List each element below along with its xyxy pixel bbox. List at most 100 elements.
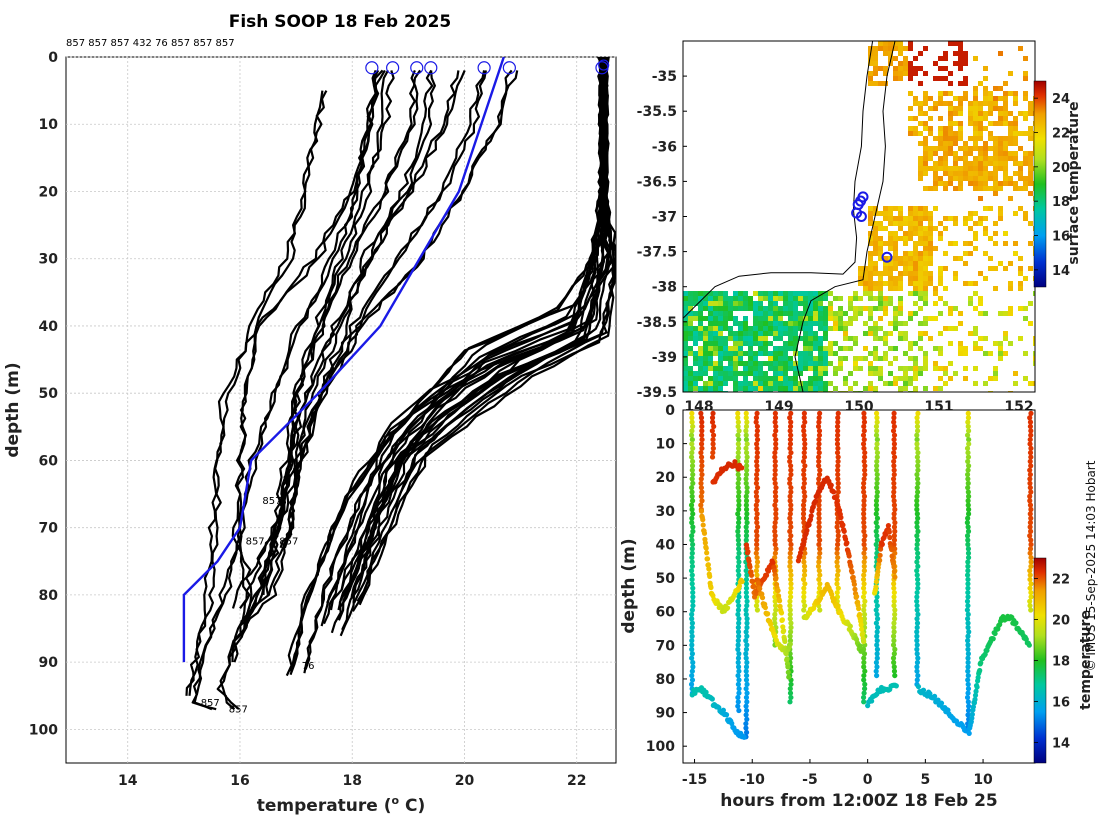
sst-pixel — [908, 71, 913, 76]
section-point — [736, 515, 742, 521]
sst-pixel — [713, 316, 718, 321]
sst-pixel — [883, 311, 888, 316]
section-point — [744, 633, 750, 639]
sst-pixel — [683, 316, 688, 321]
section-point — [787, 629, 794, 635]
section-point — [699, 471, 705, 478]
sst-pixel — [843, 381, 848, 386]
sst-pixel — [893, 381, 898, 386]
sst-pixel — [903, 231, 908, 236]
section-point — [831, 596, 837, 602]
sst-pixel — [808, 331, 813, 336]
section-point — [915, 611, 921, 618]
sst-pixel — [813, 371, 818, 376]
section-point — [723, 712, 730, 718]
sst-pixel — [683, 356, 688, 361]
sst-pixel — [733, 301, 738, 306]
section-point — [736, 603, 742, 609]
section-point — [891, 616, 898, 622]
sst-pixel — [748, 336, 753, 341]
surface-marker — [386, 61, 400, 75]
section-point — [965, 668, 971, 674]
sst-pixel — [933, 186, 938, 191]
sst-pixel — [823, 381, 828, 386]
section-point — [699, 463, 705, 469]
section-point — [915, 585, 921, 591]
sst-pixel — [818, 346, 823, 351]
section-point — [735, 533, 741, 539]
sst-pixel — [948, 141, 953, 146]
sst-pixel — [768, 291, 773, 296]
sst-pixel — [933, 136, 938, 141]
section-point — [874, 493, 880, 500]
sst-pixel — [793, 376, 798, 381]
sst-pixel — [898, 301, 903, 306]
sst-pixel — [753, 361, 758, 366]
sst-pixel — [943, 101, 948, 106]
section-point — [846, 553, 852, 559]
section-point — [703, 545, 709, 551]
section-point — [698, 493, 704, 500]
sst-pixel — [753, 291, 758, 296]
sst-pixel — [778, 336, 783, 341]
sst-pixel — [898, 311, 903, 316]
sst-pixel — [993, 106, 998, 111]
sst-pixel — [928, 151, 933, 156]
section-point — [736, 550, 742, 556]
section-point — [873, 584, 879, 590]
sst-pixel — [873, 241, 878, 246]
sst-pixel — [708, 301, 713, 306]
section-point — [914, 598, 920, 604]
sst-pixel — [1023, 151, 1028, 156]
sst-pixel — [1008, 311, 1013, 316]
section-point — [690, 664, 696, 670]
section-point — [689, 467, 695, 473]
section-point — [862, 471, 868, 478]
section-point — [885, 523, 892, 529]
sst-pixel — [928, 131, 933, 136]
sst-pixel — [788, 376, 793, 381]
sst-pixel — [918, 291, 923, 296]
sst-pixel — [908, 291, 913, 296]
sst-pixel — [913, 356, 918, 361]
section-point — [800, 423, 807, 430]
map-y-tick-label: -39.5 — [637, 385, 677, 401]
section-point — [802, 419, 808, 425]
sst-pixel — [1003, 81, 1008, 86]
section-point — [772, 524, 778, 530]
sst-pixel — [733, 371, 738, 376]
sst-pixel — [958, 321, 963, 326]
section-point — [873, 668, 879, 674]
section-point — [892, 611, 898, 618]
sst-pixel — [953, 306, 958, 311]
section-point — [710, 450, 716, 456]
sst-pixel — [853, 306, 858, 311]
section-point — [744, 485, 750, 491]
section-point — [873, 528, 879, 534]
section-point — [892, 520, 898, 526]
section-point — [891, 485, 897, 491]
section-point — [874, 436, 880, 443]
section-point — [736, 506, 742, 513]
sst-pixel — [838, 311, 843, 316]
sst-pixel — [978, 126, 983, 131]
section-point — [861, 581, 867, 587]
section-point — [965, 589, 971, 596]
sst-pixel — [858, 271, 863, 276]
section-point — [1027, 603, 1033, 609]
profiles-x-tick-label: 14 — [118, 773, 138, 789]
section-point — [754, 454, 760, 460]
sst-pixel — [863, 331, 868, 336]
sst-pixel — [883, 66, 888, 71]
sst-pixel — [1013, 151, 1018, 156]
map-y-tick-label: -39 — [652, 350, 677, 366]
section-point — [753, 506, 759, 513]
section-point — [804, 527, 810, 534]
sst-pixel — [883, 46, 888, 51]
sst-pixel — [858, 281, 863, 286]
section-point — [788, 450, 794, 456]
section-point — [787, 603, 793, 609]
profiles-y-tick-label: 40 — [39, 319, 59, 335]
section-point — [743, 423, 750, 430]
sst-pixel — [718, 291, 723, 296]
